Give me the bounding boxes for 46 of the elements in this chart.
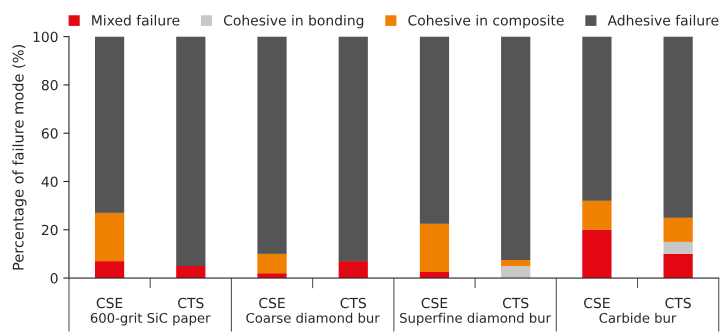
bar — [501, 260, 530, 266]
bar — [94, 36, 124, 213]
x-tick-label: CTS — [502, 298, 528, 308]
y-axis-title: Percentage of failure mode (%) — [12, 44, 26, 270]
y-tick-label: 0 — [50, 273, 58, 284]
y-tick-label: 80 — [42, 80, 58, 90]
bar — [94, 261, 124, 278]
bar — [664, 218, 693, 242]
x-tick-label: CTS — [665, 298, 691, 308]
bar — [257, 273, 287, 278]
legend-label: Mixed failure — [92, 14, 180, 26]
text: 600-grit SiC paper — [90, 312, 210, 326]
y-tick-label: 60 — [42, 128, 58, 139]
bar — [664, 254, 693, 278]
bar — [420, 224, 450, 272]
bar — [176, 266, 206, 278]
bar — [257, 254, 287, 274]
bar — [582, 36, 612, 201]
bar — [501, 266, 530, 278]
text: Coarse diamond bur — [246, 312, 380, 323]
x-tick-label: CSE — [422, 298, 448, 308]
bar — [582, 230, 612, 278]
bar — [338, 36, 368, 262]
bar — [664, 242, 693, 254]
y-tick-label: 20 — [42, 224, 58, 236]
text: Superfine diamond bur — [400, 312, 551, 326]
y-tick-label: 40 — [42, 176, 58, 187]
bar — [338, 261, 368, 278]
y-tick-label: 100 — [34, 32, 58, 42]
x-tick-label: CTS — [340, 298, 366, 308]
bar — [664, 36, 693, 218]
x-tick-label: CSE — [584, 298, 610, 308]
x-tick-label: CTS — [178, 298, 204, 308]
legend-label: Cohesive in composite — [408, 14, 564, 28]
bar — [176, 36, 206, 266]
x-tick-label: CSE — [259, 298, 285, 308]
bar — [582, 200, 612, 230]
legend-label: Cohesive in bonding — [224, 14, 364, 28]
legend-label: Adhesive failure — [608, 14, 718, 26]
bar — [94, 212, 124, 262]
text: Carbide bur — [599, 312, 676, 323]
bar — [420, 36, 450, 224]
bar — [501, 36, 530, 260]
bar — [420, 272, 450, 278]
x-tick-label: CSE — [96, 298, 122, 308]
bar — [257, 36, 287, 254]
